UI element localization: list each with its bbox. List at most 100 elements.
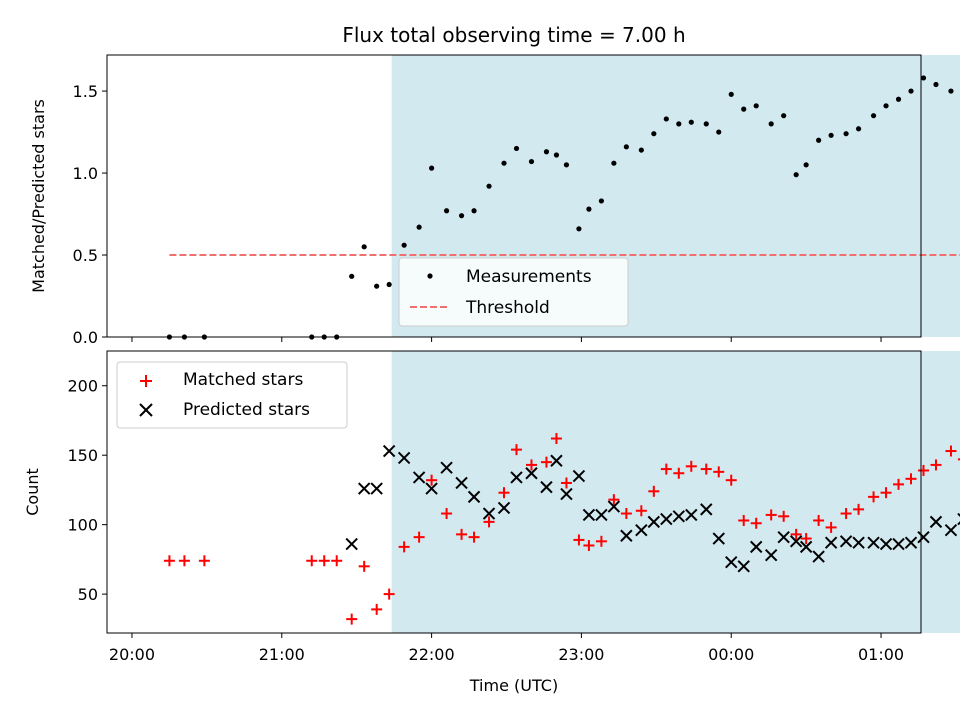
matched-star-point xyxy=(358,560,370,572)
matched-star-point xyxy=(893,478,905,490)
matched-star-point xyxy=(813,514,825,526)
measurement-point xyxy=(908,88,914,94)
predicted-star-point xyxy=(812,550,825,563)
matched-star-point xyxy=(383,588,395,600)
matched-star-point xyxy=(778,510,790,522)
matched-star-point xyxy=(550,433,562,445)
measurement-point xyxy=(486,183,492,189)
predicted-star-point xyxy=(497,501,511,515)
matched-star-point xyxy=(700,463,712,475)
top-x-ticks xyxy=(131,337,882,342)
matched-star-point xyxy=(905,473,917,485)
bottom-axes-frame xyxy=(106,350,922,634)
matched-star-point xyxy=(573,534,585,546)
predicted-star-point xyxy=(550,454,563,467)
legend-predicted-marker xyxy=(139,403,153,417)
matched-star-point xyxy=(331,555,343,567)
top-legend: Measurements Threshold xyxy=(398,257,629,327)
matched-star-point xyxy=(930,459,942,471)
matched-star-point xyxy=(825,521,837,533)
predicted-star-point xyxy=(749,540,763,554)
measurement-point xyxy=(576,226,582,232)
matched-star-point xyxy=(483,516,495,528)
measurement-point xyxy=(828,132,834,138)
xtick-label-1: 21:00 xyxy=(259,645,305,664)
measurement-point xyxy=(443,208,450,214)
measurement-point xyxy=(401,242,407,248)
bottom-x-ticks: 20:0021:0022:0023:0000:0001:0002:0003:00… xyxy=(109,633,904,664)
top-ytick-label-0: 0.0 xyxy=(73,328,98,347)
matched-star-point xyxy=(648,485,660,497)
measurement-point xyxy=(543,149,550,155)
top-y-axis-label: Matched/Predicted stars xyxy=(29,99,48,293)
predicted-star-point xyxy=(345,537,358,551)
xtick-label-4: 00:00 xyxy=(708,645,754,664)
measurement-point xyxy=(611,160,617,166)
matched-star-point xyxy=(583,539,595,551)
measurement-point xyxy=(688,119,694,125)
predicted-star-point xyxy=(737,560,750,573)
predicted-star-point xyxy=(455,476,468,490)
bottom-ytick-label-1: 100 xyxy=(67,516,98,535)
measurement-point xyxy=(586,206,592,212)
matched-star-point xyxy=(441,508,453,520)
measurement-point xyxy=(728,91,734,97)
measurement-point xyxy=(843,131,849,137)
measurement-point xyxy=(703,121,709,127)
xtick-label-5: 01:00 xyxy=(858,645,904,664)
predicted-star-point xyxy=(647,515,661,529)
predicted-star-point xyxy=(824,536,838,549)
xtick-label-0: 20:00 xyxy=(109,645,155,664)
predicted-star-point xyxy=(540,480,553,494)
top-panel: 0.0 0.5 1.0 1.5 Matched/Predicted stars Mea… xyxy=(29,54,960,347)
matched-star-point xyxy=(398,541,410,553)
measurement-point xyxy=(716,129,722,135)
predicted-star-point xyxy=(712,532,725,545)
predicted-star-point xyxy=(777,530,790,544)
matched-star-point xyxy=(371,603,383,615)
predicted-star-point xyxy=(582,508,596,522)
matched-star-point xyxy=(413,531,425,543)
bottom-ytick-label-0: 50 xyxy=(78,585,98,604)
measurement-point xyxy=(663,116,669,122)
matched-star-point xyxy=(498,487,510,499)
predicted-star-point xyxy=(789,535,803,548)
predicted-star-point xyxy=(929,515,943,529)
matched-star-point xyxy=(725,474,737,486)
measurement-point xyxy=(793,172,799,178)
matched-star-point xyxy=(790,528,802,540)
legend-threshold-label: Threshold xyxy=(465,298,550,318)
measurement-point xyxy=(948,88,954,94)
matched-star-point xyxy=(660,463,672,475)
top-axes-frame xyxy=(106,54,922,338)
measurement-point xyxy=(623,144,629,150)
matched-star-point xyxy=(917,464,929,476)
matched-star-point xyxy=(163,555,175,567)
matched-star-point xyxy=(595,535,607,547)
measurement-point xyxy=(803,162,809,168)
matched-star-point xyxy=(840,508,852,520)
predicted-star-point xyxy=(672,510,686,523)
measurement-point xyxy=(895,96,902,102)
predicted-star-point xyxy=(467,490,481,504)
measurement-point xyxy=(361,244,367,250)
measurement-point xyxy=(471,208,477,214)
measurement-point xyxy=(638,147,644,153)
predicted-star-point xyxy=(560,487,573,501)
matched-star-point xyxy=(560,477,572,489)
matched-star-point xyxy=(306,555,318,567)
legend-predicted-label: Predicted stars xyxy=(183,400,310,420)
x-axis-label: Time (UTC) xyxy=(469,676,558,695)
matched-star-point xyxy=(510,444,522,456)
predicted-star-point xyxy=(620,529,633,542)
measurement-point xyxy=(528,158,535,165)
predicted-star-point xyxy=(382,444,396,458)
top-ytick-label-2: 1.0 xyxy=(73,164,98,183)
bottom-legend: Matched stars Predicted stars xyxy=(116,361,348,429)
predicted-stars-points xyxy=(345,444,960,573)
chart-title: Flux total observing time = 7.00 h xyxy=(342,23,685,47)
matched-star-point xyxy=(608,494,620,506)
top-legend-box xyxy=(398,257,629,327)
predicted-star-point xyxy=(425,482,438,495)
predicted-star-point xyxy=(725,555,738,569)
